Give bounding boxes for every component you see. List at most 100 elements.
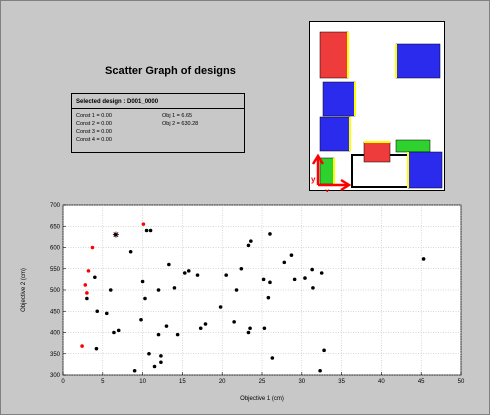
axis-ticks: 0 5 10 15 20 25 30 35 40 45 50 300 350 400 450 500 550 60… — [50, 203, 465, 385]
data-point[interactable] — [132, 368, 137, 373]
data-points — [80, 222, 426, 373]
red-component — [319, 31, 349, 79]
data-point[interactable] — [198, 326, 203, 331]
x-tick-label: 30 — [298, 379, 305, 385]
data-point[interactable] — [83, 283, 88, 287]
y-axis-label: Objective 2 (cm) — [21, 268, 27, 312]
data-point[interactable] — [203, 322, 208, 326]
data-point[interactable] — [218, 305, 223, 309]
x-tick-label: 20 — [219, 379, 226, 385]
blue-component — [322, 81, 356, 117]
data-point[interactable] — [167, 262, 171, 267]
x-tick-label: 50 — [458, 379, 465, 385]
data-point[interactable] — [310, 267, 314, 272]
data-point[interactable] — [175, 332, 180, 337]
data-point[interactable] — [159, 360, 163, 365]
x-tick-label: 35 — [338, 379, 345, 385]
y-tick-label: 400 — [50, 331, 61, 337]
data-point[interactable] — [152, 364, 157, 369]
data-point[interactable] — [224, 273, 228, 277]
data-point[interactable] — [248, 326, 252, 331]
x-tick-label: 0 — [61, 379, 65, 385]
data-point[interactable] — [234, 288, 239, 292]
x-tick-label: 10 — [139, 379, 146, 385]
x-tick-label: 15 — [179, 379, 186, 385]
data-point[interactable] — [104, 311, 109, 316]
data-point[interactable] — [268, 232, 272, 236]
data-point[interactable] — [159, 354, 163, 358]
data-point[interactable] — [249, 239, 253, 243]
panel-divider — [72, 108, 244, 109]
data-point[interactable] — [95, 309, 100, 314]
data-point[interactable] — [143, 296, 147, 301]
objective-1-value: Obj 1 = 6.65 — [162, 113, 193, 119]
data-point[interactable] — [85, 296, 89, 301]
data-point[interactable] — [322, 348, 326, 353]
data-point[interactable] — [93, 275, 97, 280]
constraint-3-value: Const 3 = 0.00 — [76, 129, 112, 135]
data-point[interactable] — [94, 346, 99, 351]
data-point[interactable] — [311, 286, 315, 290]
blue-component — [319, 116, 351, 152]
data-point[interactable] — [270, 356, 275, 360]
data-point[interactable] — [303, 276, 307, 280]
data-point[interactable] — [292, 277, 297, 282]
layout-y-label: y — [311, 175, 316, 184]
data-point[interactable] — [156, 332, 161, 337]
data-point[interactable] — [282, 260, 287, 265]
data-point[interactable] — [318, 368, 322, 373]
data-point[interactable] — [108, 288, 113, 292]
data-point[interactable] — [147, 351, 151, 356]
data-point[interactable] — [112, 330, 116, 335]
x-tick-label: 5 — [101, 379, 105, 385]
data-point[interactable] — [164, 324, 169, 328]
x-tick-label: 40 — [378, 379, 385, 385]
data-point[interactable] — [116, 328, 121, 333]
data-point[interactable] — [186, 269, 191, 273]
data-point[interactable] — [232, 320, 236, 324]
data-point[interactable] — [239, 266, 244, 271]
data-point[interactable] — [90, 245, 95, 250]
y-tick-label: 300 — [50, 373, 61, 379]
data-point[interactable] — [261, 277, 266, 282]
data-point[interactable] — [266, 295, 271, 300]
objective-2-value: Obj 2 = 630.28 — [162, 121, 199, 127]
data-point[interactable] — [195, 273, 200, 277]
y-tick-label: 500 — [50, 288, 61, 294]
data-point[interactable] — [246, 330, 251, 335]
data-point[interactable] — [319, 271, 324, 275]
data-point[interactable] — [262, 326, 267, 331]
data-point[interactable] — [128, 249, 133, 254]
data-point[interactable] — [182, 271, 187, 275]
data-point[interactable] — [246, 243, 251, 248]
data-point[interactable] — [172, 286, 177, 290]
y-tick-label: 600 — [50, 246, 61, 252]
x-tick-label: 45 — [418, 379, 425, 385]
data-point[interactable] — [268, 280, 272, 285]
constraint-2-value: Const 2 = 0.00 — [76, 121, 112, 127]
selected-point-marker[interactable] — [112, 231, 119, 238]
data-point[interactable] — [80, 344, 84, 348]
y-tick-label: 550 — [50, 267, 61, 273]
data-point[interactable] — [85, 291, 89, 295]
layout-x-label: x — [325, 187, 330, 192]
constraint-1-value: Const 1 = 0.00 — [76, 113, 112, 119]
data-point[interactable] — [289, 253, 294, 257]
data-point[interactable] — [86, 269, 91, 273]
data-point[interactable] — [144, 228, 149, 233]
data-point[interactable] — [156, 288, 161, 292]
blue-component — [407, 151, 443, 189]
data-point[interactable] — [140, 279, 145, 284]
data-point[interactable] — [421, 257, 426, 261]
layout-canvas: y x — [311, 31, 443, 192]
y-tick-label: 350 — [50, 352, 61, 358]
y-tick-label: 700 — [50, 203, 61, 209]
data-point[interactable] — [141, 222, 146, 226]
selected-design-header: Selected design : D001_0000 — [76, 99, 159, 105]
page-title: Scatter Graph of designs — [105, 65, 236, 77]
data-point[interactable] — [139, 317, 143, 322]
constraint-4-value: Const 4 = 0.00 — [76, 137, 112, 143]
data-point[interactable] — [148, 228, 153, 233]
selected-design-panel: Selected design : D001_0000 Const 1 = 0.… — [71, 93, 245, 153]
